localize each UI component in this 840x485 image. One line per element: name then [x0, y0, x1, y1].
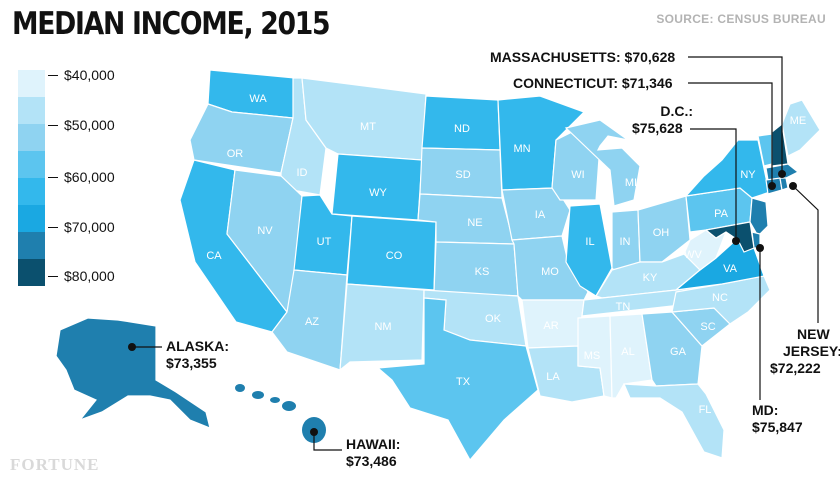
callout-md-label: MD: [752, 402, 779, 418]
legend-row-65k [18, 205, 158, 232]
svg-text:AR: AR [543, 320, 558, 332]
svg-text:GA: GA [670, 346, 687, 358]
svg-text:NM: NM [374, 321, 391, 333]
fortune-watermark: FORTUNE [10, 455, 100, 474]
state-TX[interactable] [376, 297, 539, 462]
callout-nj-value: $72,222 [770, 360, 821, 376]
callout-connecticut: CONNECTICUT: $71,346 [513, 75, 673, 91]
svg-text:KS: KS [475, 266, 490, 278]
legend-swatch-70k [18, 232, 45, 259]
legend-row-55k [18, 151, 158, 178]
legend-swatch-40k [18, 70, 45, 97]
svg-text:NY: NY [740, 169, 756, 181]
source-label: SOURCE: CENSUS BUREAU [656, 12, 826, 26]
legend-swatch-55k [18, 151, 45, 178]
svg-text:MS: MS [584, 350, 601, 362]
legend-label-80k: $80,000 [64, 268, 115, 284]
state-labels: WA OR CA ID NV MT WY UT AZ CO NM ND SD N… [206, 93, 806, 416]
legend-swatch-80k [18, 259, 45, 286]
svg-text:VA: VA [723, 263, 738, 275]
svg-text:PA: PA [714, 208, 729, 220]
svg-text:IA: IA [535, 209, 546, 221]
svg-text:WA: WA [249, 93, 267, 105]
callout-dc-value: $75,628 [632, 120, 683, 136]
callout-nj-line2: JERSEY: [783, 343, 840, 359]
legend-swatch-65k [18, 205, 45, 232]
svg-text:LA: LA [546, 371, 560, 383]
svg-text:SC: SC [700, 321, 715, 333]
state-OH[interactable] [637, 195, 691, 263]
legend-row-80k [18, 259, 158, 286]
state-AZ[interactable] [271, 269, 348, 371]
callout-lines [132, 56, 819, 451]
callout-hawaii-value: $73,486 [346, 453, 397, 469]
svg-text:MT: MT [360, 121, 376, 133]
svg-text:FL: FL [699, 404, 712, 416]
callout-alaska-label: ALASKA: [166, 338, 229, 354]
svg-text:ID: ID [297, 167, 308, 179]
state-IA[interactable] [501, 187, 571, 241]
svg-text:ME: ME [790, 115, 807, 127]
map-title: MEDIAN INCOME, 2015 [12, 6, 331, 42]
svg-text:WY: WY [369, 187, 387, 199]
state-AK[interactable] [55, 317, 211, 429]
svg-text:UT: UT [317, 236, 332, 248]
state-ME[interactable] [781, 99, 821, 157]
callout-md-value: $75,847 [752, 419, 803, 435]
state-NJ[interactable] [749, 197, 769, 237]
svg-text:WV: WV [684, 249, 702, 261]
svg-text:OK: OK [485, 313, 502, 325]
state-NY[interactable] [684, 139, 771, 199]
svg-text:NC: NC [712, 292, 728, 304]
svg-text:OH: OH [653, 227, 670, 239]
legend-label-60k: $60,000 [64, 169, 115, 185]
legend-row-70k [18, 232, 158, 259]
svg-text:MO: MO [541, 266, 559, 278]
callout-dc-label: D.C.: [660, 103, 693, 119]
svg-text:CO: CO [386, 250, 403, 262]
svg-text:TX: TX [456, 376, 471, 388]
svg-text:IN: IN [620, 236, 631, 248]
legend-label-70k: $70,000 [64, 219, 115, 235]
legend-row-60k [18, 178, 158, 205]
legend-label-50k: $50,000 [64, 117, 115, 133]
state-NM[interactable] [339, 283, 425, 372]
svg-text:TN: TN [616, 301, 631, 313]
legend-label-40k: $40,000 [64, 67, 115, 83]
callout-nj-line1: NEW [797, 326, 830, 342]
svg-text:OR: OR [227, 148, 244, 160]
callout-dots [128, 170, 797, 436]
callout-hawaii-label: HAWAII: [346, 436, 401, 452]
svg-text:KY: KY [643, 272, 658, 284]
state-MI[interactable] [564, 119, 641, 207]
svg-text:WI: WI [571, 169, 584, 181]
callout-massachusetts: MASSACHUSETTS: $70,628 [490, 49, 676, 65]
svg-text:AL: AL [621, 346, 634, 358]
legend-swatch-45k [18, 97, 45, 124]
legend-row-50k [18, 124, 158, 151]
svg-text:IL: IL [585, 236, 594, 248]
svg-text:NV: NV [257, 225, 273, 237]
svg-text:SD: SD [455, 169, 470, 181]
legend-swatch-60k [18, 178, 45, 205]
state-FL[interactable] [623, 383, 725, 459]
svg-text:MI: MI [625, 177, 637, 189]
state-MD[interactable] [704, 221, 755, 253]
state-RI[interactable] [779, 177, 789, 191]
legend-row-45k [18, 97, 158, 124]
svg-text:AZ: AZ [305, 316, 319, 328]
callout-alaska-value: $73,355 [166, 355, 217, 371]
svg-text:NE: NE [467, 217, 482, 229]
legend-swatch-50k [18, 124, 45, 151]
svg-text:ND: ND [454, 123, 470, 135]
svg-text:CA: CA [206, 250, 222, 262]
legend-row-40k [18, 70, 158, 97]
svg-text:MN: MN [513, 143, 530, 155]
